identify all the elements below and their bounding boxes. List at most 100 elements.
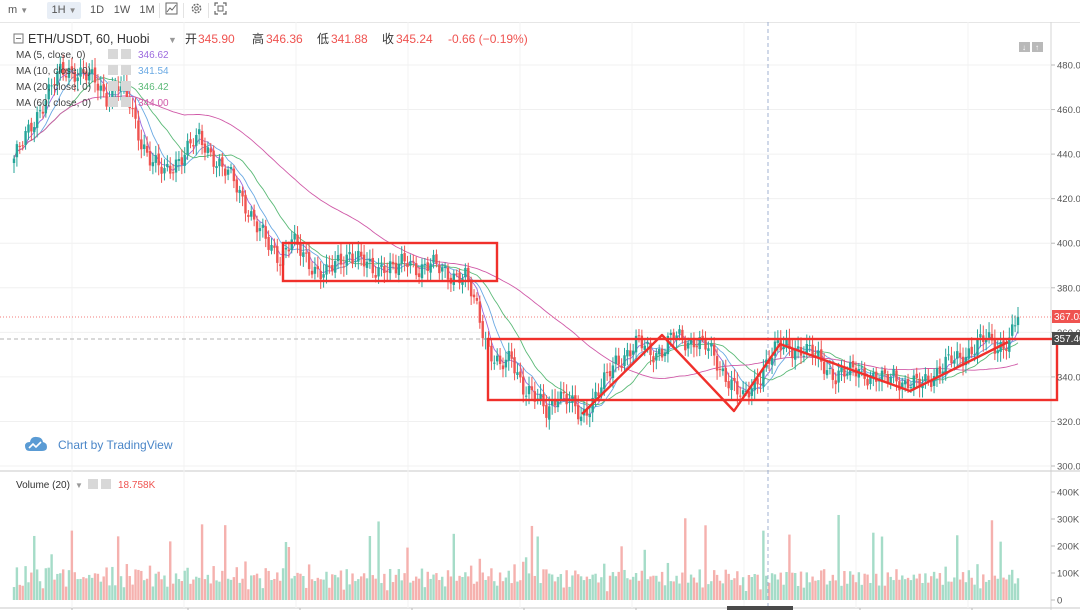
consolidation-box-upper[interactable] [281, 241, 499, 283]
volume-tick-label: 0 [1057, 596, 1062, 607]
range-1w-button[interactable]: 1W [113, 4, 131, 16]
candle-body [1013, 325, 1017, 327]
candle-body [296, 234, 299, 245]
volume-bar [232, 577, 236, 600]
indicators-button[interactable] [163, 2, 179, 19]
candle-body [788, 338, 791, 350]
candle-body [446, 267, 450, 280]
candle-body [85, 71, 88, 81]
volume-bar [472, 583, 476, 600]
candle-body [548, 406, 551, 420]
volume-bar [877, 585, 881, 600]
settings-icon[interactable] [108, 65, 118, 75]
volume-bar [614, 576, 618, 600]
range-1m-button[interactable]: 1M [139, 4, 155, 16]
symbol-search-button[interactable]: m ▼ [4, 2, 42, 19]
volume-bar [640, 570, 644, 600]
volume-bar [27, 582, 30, 600]
volume-bar [137, 569, 140, 600]
candle-body [426, 262, 429, 271]
candle-body [892, 368, 895, 376]
candle-body [507, 350, 510, 361]
candle-body [924, 374, 927, 382]
candle-body [180, 157, 184, 165]
collapse-icon[interactable] [13, 33, 24, 44]
volume-bar [927, 582, 930, 600]
volume-bar [646, 579, 649, 600]
candle-body [56, 71, 59, 86]
tradingview-watermark[interactable]: Chart by TradingView [25, 436, 173, 452]
close-icon[interactable] [121, 49, 131, 59]
volume-bar [805, 572, 808, 600]
volume-bar [611, 572, 615, 600]
price-tick-label: 460.00 [1057, 105, 1080, 116]
volume-bar [221, 570, 224, 600]
zigzag-trend-line[interactable] [581, 333, 1009, 415]
ma-legend-value: 346.42 [138, 82, 169, 93]
candle-body [148, 150, 152, 166]
candle-body [362, 254, 366, 267]
pane-controls[interactable]: ↓ ↑ [1019, 42, 1043, 52]
volume-bar [872, 532, 875, 600]
volume-bar [449, 576, 453, 600]
volume-bar [235, 567, 238, 600]
volume-bar [406, 547, 409, 600]
volume-bar [707, 584, 710, 600]
candle-body [215, 166, 218, 169]
candle-body [111, 87, 114, 101]
volume-bar [160, 579, 163, 600]
volume-bar [759, 589, 762, 600]
volume-bar [299, 573, 302, 600]
volume-bar [247, 589, 250, 600]
volume-bar [950, 581, 953, 600]
range-1d-button[interactable]: 1D [89, 4, 105, 16]
settings-icon[interactable] [108, 81, 118, 91]
candle-body [701, 335, 704, 339]
close-icon[interactable] [121, 65, 131, 75]
volume-bar [921, 582, 924, 600]
ma-legend-value: 346.62 [138, 50, 169, 61]
candle-body [704, 337, 707, 350]
fullscreen-button[interactable] [212, 2, 228, 19]
consolidation-box-lower[interactable] [486, 337, 1059, 402]
candle-body [154, 155, 157, 163]
volume-bar [898, 579, 901, 600]
candle-body [903, 380, 907, 385]
settings-icon[interactable] [108, 49, 118, 59]
candle-body [869, 376, 872, 384]
volume-bar [143, 580, 146, 600]
candle-body [131, 108, 134, 110]
candle-body [351, 253, 354, 264]
annotation-drawings[interactable] [281, 241, 1059, 415]
interval-button[interactable]: 1H ▼ [47, 2, 81, 19]
close-icon[interactable] [121, 97, 131, 107]
close-icon[interactable] [121, 81, 131, 91]
price-chart[interactable]: 300.00320.00340.00360.00380.00400.00420.… [0, 22, 1080, 610]
close-value: 345.24 [396, 32, 433, 46]
candle-body [883, 369, 887, 374]
price-tick-label: 340.00 [1057, 372, 1080, 383]
volume-bar [125, 564, 129, 600]
volume-bar [524, 557, 528, 600]
volume-bar [501, 581, 505, 600]
candle-body [585, 408, 589, 416]
candle-body [287, 249, 291, 252]
volume-bar [305, 587, 308, 600]
close-icon[interactable] [101, 479, 111, 489]
candle-body [860, 366, 863, 368]
candle-body [727, 381, 730, 389]
volume-bar [548, 573, 551, 600]
candle-body [646, 342, 649, 345]
settings-icon[interactable] [88, 479, 98, 489]
volume-bar [550, 574, 554, 600]
price-axis[interactable]: 300.00320.00340.00360.00380.00400.00420.… [1051, 61, 1080, 473]
volume-axis[interactable]: 0 100K 200K 300K 400K [1051, 488, 1080, 607]
candle-body [964, 356, 968, 366]
volume-bar [660, 571, 664, 600]
settings-icon[interactable] [108, 97, 118, 107]
settings-button[interactable] [188, 2, 204, 19]
volume-bar [530, 525, 534, 600]
candle-body [252, 209, 256, 220]
candle-body [918, 378, 921, 388]
candle-body [464, 268, 467, 278]
